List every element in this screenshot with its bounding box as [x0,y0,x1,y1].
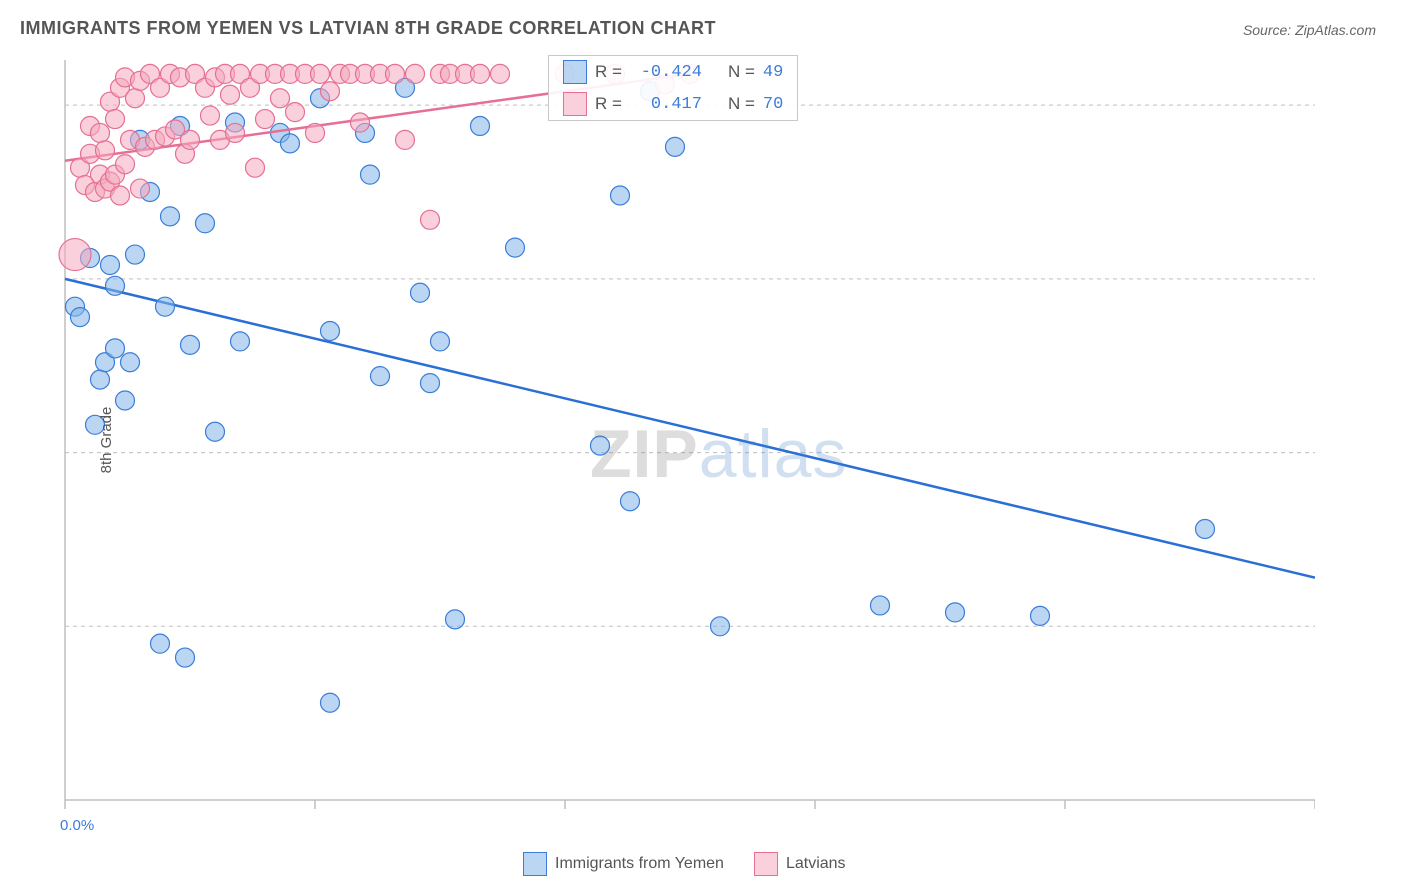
point-yemen [431,332,450,351]
point-yemen [711,617,730,636]
legend-r-label: R = [595,94,622,114]
point-yemen [196,214,215,233]
series-legend-label: Latvians [786,855,846,873]
point-latvian [96,141,115,160]
legend-r-value: -0.424 [630,63,702,82]
point-yemen [106,276,125,295]
legend-swatch-yemen [563,60,587,84]
point-yemen [181,335,200,354]
chart-container: 85.0%90.0%95.0%100.0%0.0%25.0% 8th Grade… [55,50,1315,830]
point-latvian [59,239,91,271]
point-yemen [421,374,440,393]
point-latvian [321,82,340,101]
point-yemen [121,353,140,372]
point-yemen [361,165,380,184]
scatter-chart: 85.0%90.0%95.0%100.0%0.0%25.0% [55,50,1315,830]
point-yemen [506,238,525,257]
point-latvian [396,130,415,149]
point-latvian [226,123,245,142]
series-legend: Immigrants from Yemen Latvians [523,852,846,876]
point-latvian [271,89,290,108]
legend-swatch-yemen [523,852,547,876]
point-latvian [221,85,240,104]
point-yemen [471,117,490,136]
point-latvian [406,64,425,83]
trend-line-yemen [65,279,1315,578]
chart-title: IMMIGRANTS FROM YEMEN VS LATVIAN 8TH GRA… [20,18,716,39]
point-yemen [591,436,610,455]
point-latvian [181,130,200,149]
legend-r-value: 0.417 [630,95,702,114]
point-latvian [126,89,145,108]
point-yemen [411,283,430,302]
y-axis-label: 8th Grade [98,407,115,474]
point-latvian [116,155,135,174]
point-yemen [161,207,180,226]
source-prefix: Source: [1243,22,1295,38]
point-yemen [101,255,120,274]
point-latvian [386,64,405,83]
point-latvian [256,110,275,129]
series-legend-item-latvian: Latvians [754,852,846,876]
point-latvian [106,110,125,129]
series-legend-item-yemen: Immigrants from Yemen [523,852,724,876]
point-yemen [1196,520,1215,539]
legend-row-yemen: R = -0.424 N = 49 [549,56,797,88]
legend-swatch-latvian [754,852,778,876]
legend-n-label: N = [728,94,755,114]
point-yemen [321,321,340,340]
point-yemen [666,137,685,156]
point-latvian [351,113,370,132]
point-yemen [446,610,465,629]
point-yemen [126,245,145,264]
point-yemen [71,308,90,327]
point-yemen [206,422,225,441]
source-attribution: Source: ZipAtlas.com [1243,22,1376,38]
legend-row-latvian: R = 0.417 N = 70 [549,88,797,120]
legend-r-label: R = [595,62,622,82]
point-latvian [91,123,110,142]
point-yemen [621,492,640,511]
point-yemen [1031,606,1050,625]
legend-swatch-latvian [563,92,587,116]
point-latvian [311,64,330,83]
point-yemen [321,693,340,712]
point-yemen [946,603,965,622]
point-yemen [156,297,175,316]
point-latvian [306,123,325,142]
x-tick-label: 0.0% [60,817,94,830]
point-yemen [281,134,300,153]
point-yemen [151,634,170,653]
point-yemen [176,648,195,667]
source-name: ZipAtlas.com [1295,22,1376,38]
point-yemen [116,391,135,410]
point-latvian [286,103,305,122]
point-yemen [106,339,125,358]
point-latvian [491,64,510,83]
series-legend-label: Immigrants from Yemen [555,855,724,873]
correlation-legend: R = -0.424 N = 49 R = 0.417 N = 70 [548,55,798,121]
point-latvian [471,64,490,83]
point-latvian [246,158,265,177]
legend-n-value: 70 [763,95,783,114]
point-yemen [611,186,630,205]
point-latvian [421,210,440,229]
point-latvian [111,186,130,205]
legend-n-label: N = [728,62,755,82]
point-yemen [371,367,390,386]
point-latvian [201,106,220,125]
point-yemen [231,332,250,351]
point-latvian [131,179,150,198]
legend-n-value: 49 [763,63,783,82]
point-yemen [871,596,890,615]
point-yemen [91,370,110,389]
